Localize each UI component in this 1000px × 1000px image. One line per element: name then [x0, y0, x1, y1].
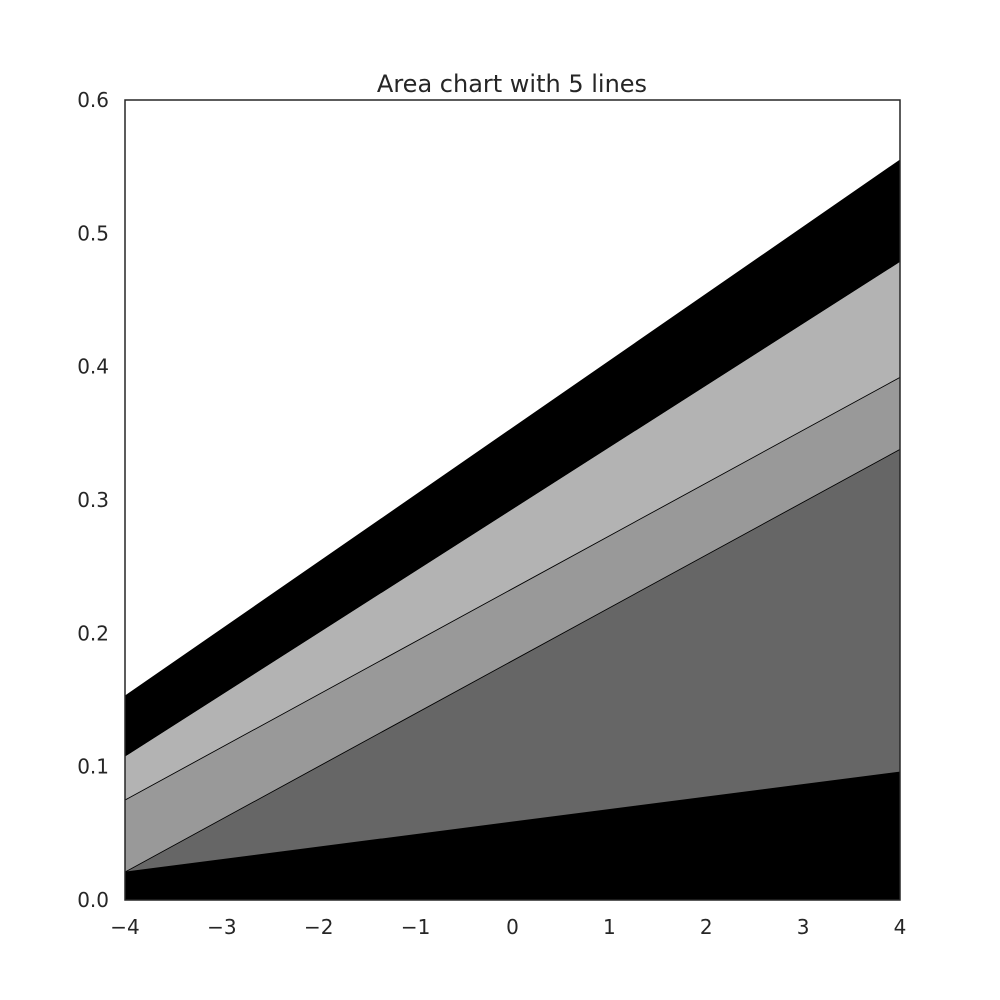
y-tick-label: 0.3	[77, 488, 109, 512]
x-axis-tick-labels: −4 −3 −2 −1 0 1 2 3 4	[110, 915, 906, 939]
y-tick-label: 0.1	[77, 755, 109, 779]
y-axis-tick-labels: 0.0 0.1 0.2 0.3 0.4 0.5 0.6	[77, 88, 109, 912]
x-tick-label: 1	[603, 915, 616, 939]
x-tick-label: −2	[304, 915, 333, 939]
chart-title: Area chart with 5 lines	[377, 70, 647, 98]
x-tick-label: −4	[110, 915, 139, 939]
y-tick-label: 0.0	[77, 888, 109, 912]
y-tick-label: 0.5	[77, 221, 109, 245]
x-tick-label: 3	[797, 915, 810, 939]
plot-frame	[124, 99, 901, 901]
y-tick-label: 0.2	[77, 621, 109, 645]
x-tick-label: 4	[894, 915, 907, 939]
x-tick-label: −3	[207, 915, 236, 939]
area-series-group	[124, 159, 901, 901]
x-tick-label: −1	[401, 915, 430, 939]
y-tick-label: 0.4	[77, 355, 109, 379]
y-tick-label: 0.6	[77, 88, 109, 112]
x-tick-label: 2	[700, 915, 713, 939]
x-tick-label: 0	[506, 915, 519, 939]
